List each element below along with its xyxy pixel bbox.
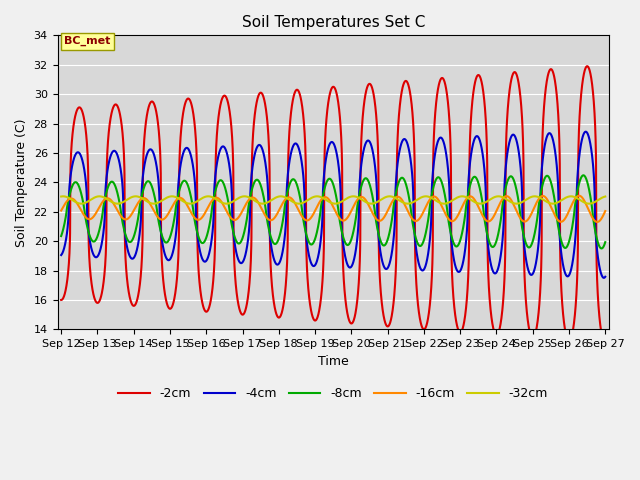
-8cm (123, 235, 131, 241)
-16cm (92, 211, 99, 217)
-4cm (433, 141, 441, 147)
-8cm (122, 233, 130, 239)
-32cm (122, 197, 130, 203)
-2cm (58, 297, 65, 303)
-32cm (478, 201, 486, 206)
Line: -4cm: -4cm (61, 132, 605, 278)
-32cm (433, 199, 441, 204)
-2cm (92, 298, 99, 304)
-8cm (227, 214, 234, 219)
-4cm (58, 252, 65, 258)
Y-axis label: Soil Temperature (C): Soil Temperature (C) (15, 118, 28, 247)
-16cm (123, 216, 131, 222)
-16cm (602, 208, 609, 214)
-16cm (433, 195, 441, 201)
-16cm (58, 208, 65, 214)
-32cm (123, 197, 131, 203)
-32cm (58, 193, 65, 199)
-4cm (600, 275, 608, 281)
-8cm (58, 233, 65, 239)
-2cm (123, 272, 131, 277)
-16cm (122, 216, 130, 222)
Line: -16cm: -16cm (61, 196, 605, 222)
Text: BC_met: BC_met (64, 36, 111, 47)
-16cm (575, 193, 583, 199)
-32cm (227, 200, 234, 205)
-8cm (477, 193, 485, 199)
-4cm (227, 170, 234, 176)
-8cm (579, 172, 587, 178)
-2cm (602, 341, 609, 347)
-16cm (227, 215, 234, 220)
-2cm (122, 261, 130, 267)
X-axis label: Time: Time (318, 355, 349, 368)
-2cm (433, 92, 441, 98)
Legend: -2cm, -4cm, -8cm, -16cm, -32cm: -2cm, -4cm, -8cm, -16cm, -32cm (113, 383, 553, 406)
-4cm (582, 129, 589, 134)
-4cm (477, 144, 485, 149)
-4cm (122, 238, 130, 243)
-32cm (77, 201, 85, 206)
-16cm (593, 219, 601, 225)
-8cm (598, 246, 605, 252)
-16cm (477, 210, 485, 216)
-8cm (433, 175, 441, 181)
-32cm (92, 194, 100, 200)
-4cm (123, 242, 131, 248)
-32cm (602, 193, 609, 199)
-2cm (477, 78, 485, 84)
Title: Soil Temperatures Set C: Soil Temperatures Set C (241, 15, 425, 30)
-32cm (60, 193, 67, 199)
Line: -32cm: -32cm (61, 196, 605, 204)
-4cm (92, 254, 99, 260)
Line: -2cm: -2cm (61, 66, 605, 344)
-8cm (92, 238, 99, 243)
-8cm (602, 239, 609, 245)
-4cm (602, 274, 609, 280)
-2cm (583, 63, 591, 69)
Line: -8cm: -8cm (61, 175, 605, 249)
-2cm (227, 113, 234, 119)
